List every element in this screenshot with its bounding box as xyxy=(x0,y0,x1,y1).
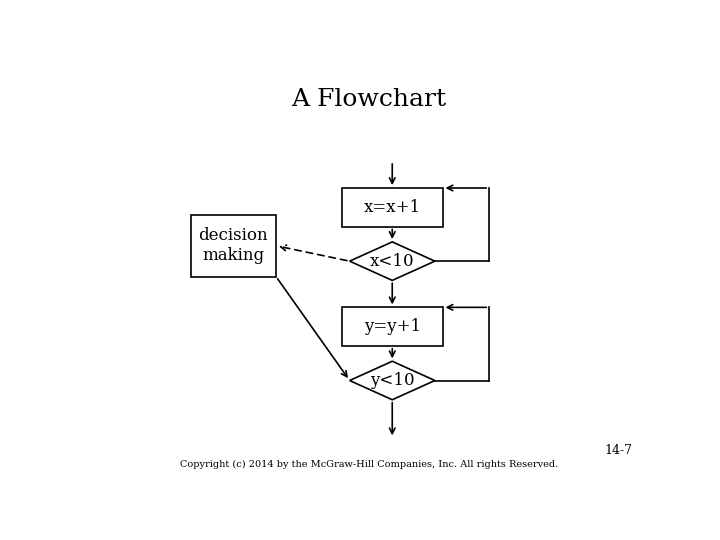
Polygon shape xyxy=(350,361,435,400)
Text: Copyright (c) 2014 by the McGraw-Hill Companies, Inc. All rights Reserved.: Copyright (c) 2014 by the McGraw-Hill Co… xyxy=(180,460,558,469)
Bar xyxy=(191,215,276,276)
Text: x<10: x<10 xyxy=(370,253,415,269)
Text: y<10: y<10 xyxy=(370,372,415,389)
Text: x=x+1: x=x+1 xyxy=(364,199,420,216)
Bar xyxy=(342,307,443,346)
Polygon shape xyxy=(350,242,435,280)
Text: decision
making: decision making xyxy=(199,227,268,264)
Text: 14-7: 14-7 xyxy=(605,444,632,457)
Text: y=y+1: y=y+1 xyxy=(364,318,420,335)
Bar xyxy=(342,188,443,226)
Text: A Flowchart: A Flowchart xyxy=(292,88,446,111)
